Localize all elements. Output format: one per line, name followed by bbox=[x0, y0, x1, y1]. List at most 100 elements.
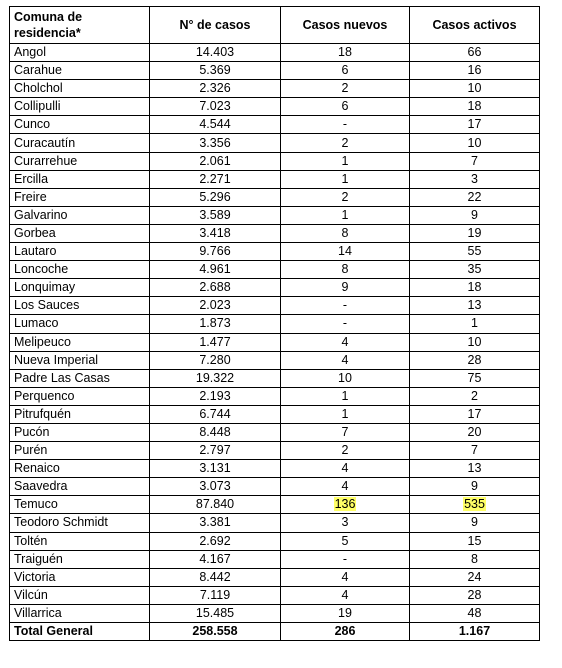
nuevos-cell: 14 bbox=[280, 242, 410, 262]
nuevos-cell: 4 bbox=[280, 567, 410, 587]
casos-cell: 2.688 bbox=[149, 278, 281, 298]
table-row: Nueva Imperial 7.280 4 28 bbox=[9, 350, 540, 370]
nuevos-cell: 1 bbox=[280, 205, 410, 225]
activos-cell: 17 bbox=[409, 404, 540, 424]
table-row: Villarrica 15.485 19 48 bbox=[9, 603, 540, 624]
table-row: Victoria 8.442 4 24 bbox=[9, 567, 540, 587]
nuevos-cell: 18 bbox=[280, 42, 410, 63]
activos-cell: 35 bbox=[409, 260, 540, 280]
activos-cell: 24 bbox=[409, 567, 540, 587]
highlighted-value: 136 bbox=[333, 497, 357, 512]
activos-cell: 15 bbox=[409, 531, 540, 551]
activos-cell: 18 bbox=[409, 97, 540, 117]
activos-cell: 9 bbox=[409, 513, 540, 533]
comuna-cell: Lautaro bbox=[9, 242, 150, 262]
comuna-cell: Vilcún bbox=[9, 585, 150, 605]
nuevos-cell: 9 bbox=[280, 278, 410, 298]
total-nuevos: 286 bbox=[280, 622, 410, 641]
activos-cell: 75 bbox=[409, 368, 540, 388]
activos-cell: 10 bbox=[409, 332, 540, 352]
table-footer: Total General 258.558 286 1.167 bbox=[9, 622, 540, 641]
activos-cell: 55 bbox=[409, 242, 540, 262]
activos-cell: 7 bbox=[409, 151, 540, 171]
activos-cell: 13 bbox=[409, 296, 540, 316]
table-row: Saavedra 3.073 4 9 bbox=[9, 477, 540, 497]
table-row: Lautaro 9.766 14 55 bbox=[9, 242, 540, 262]
activos-cell: 9 bbox=[409, 477, 540, 497]
comuna-cell: Ercilla bbox=[9, 169, 150, 189]
nuevos-cell: - bbox=[280, 314, 410, 334]
nuevos-cell: 6 bbox=[280, 61, 410, 81]
nuevos-cell: 4 bbox=[280, 477, 410, 497]
nuevos-cell: 136 bbox=[280, 495, 410, 515]
table-row: Angol 14.403 18 66 bbox=[9, 42, 540, 63]
nuevos-cell: - bbox=[280, 296, 410, 316]
activos-cell: 20 bbox=[409, 422, 540, 443]
casos-cell: 19.322 bbox=[149, 368, 281, 388]
comuna-cell: Perquenco bbox=[9, 386, 150, 406]
comuna-cell: Villarrica bbox=[9, 603, 150, 624]
casos-cell: 4.167 bbox=[149, 549, 281, 569]
activos-cell: 66 bbox=[409, 42, 540, 63]
header-comuna: Comuna de residencia* bbox=[9, 6, 150, 44]
total-label: Total General bbox=[9, 622, 150, 641]
comuna-cell: Lonquimay bbox=[9, 278, 150, 298]
nuevos-cell: 10 bbox=[280, 368, 410, 388]
casos-cell: 7.280 bbox=[149, 350, 281, 370]
nuevos-cell: 2 bbox=[280, 79, 410, 99]
comuna-cell: Saavedra bbox=[9, 477, 150, 497]
casos-cell: 2.692 bbox=[149, 531, 281, 551]
table-row: Pucón 8.448 7 20 bbox=[9, 422, 540, 443]
casos-cell: 8.448 bbox=[149, 422, 281, 443]
nuevos-cell: 1 bbox=[280, 169, 410, 189]
comuna-cell: Curacautín bbox=[9, 133, 150, 153]
nuevos-cell: 7 bbox=[280, 422, 410, 443]
casos-cell: 3.589 bbox=[149, 205, 281, 225]
comuna-cell: Gorbea bbox=[9, 223, 150, 244]
activos-cell: 10 bbox=[409, 133, 540, 153]
activos-cell: 3 bbox=[409, 169, 540, 189]
activos-cell: 19 bbox=[409, 223, 540, 244]
header-row: Comuna de residencia* N° de casos Casos … bbox=[9, 6, 540, 44]
casos-cell: 7.023 bbox=[149, 97, 281, 117]
casos-cell: 2.193 bbox=[149, 386, 281, 406]
table-row: Perquenco 2.193 1 2 bbox=[9, 386, 540, 406]
comuna-cell: Collipulli bbox=[9, 97, 150, 117]
comuna-cell: Carahue bbox=[9, 61, 150, 81]
comuna-cell: Los Sauces bbox=[9, 296, 150, 316]
comuna-cell: Purén bbox=[9, 441, 150, 461]
nuevos-cell: 4 bbox=[280, 459, 410, 479]
table-body: Angol 14.403 18 66 Carahue 5.369 6 16 Cholchol 2.… bbox=[9, 42, 540, 624]
casos-cell: 3.418 bbox=[149, 223, 281, 244]
casos-cell: 5.369 bbox=[149, 61, 281, 81]
table-row: Lumaco 1.873-1 bbox=[9, 314, 540, 334]
comuna-cell: Melipeuco bbox=[9, 332, 150, 352]
casos-cell: 1.477 bbox=[149, 332, 281, 352]
header-activos: Casos activos bbox=[409, 6, 540, 44]
table-row: Loncoche 4.961 8 35 bbox=[9, 260, 540, 280]
comuna-cell: Freire bbox=[9, 187, 150, 207]
nuevos-cell: 8 bbox=[280, 223, 410, 244]
casos-cell: 6.744 bbox=[149, 404, 281, 424]
table-row: Curacautín 3.356 2 10 bbox=[9, 133, 540, 153]
table-row: Traiguén 4.167-8 bbox=[9, 549, 540, 569]
comuna-cell: Pucón bbox=[9, 422, 150, 443]
casos-cell: 2.061 bbox=[149, 151, 281, 171]
nuevos-cell: 3 bbox=[280, 513, 410, 533]
nuevos-cell: 19 bbox=[280, 603, 410, 624]
casos-cell: 8.442 bbox=[149, 567, 281, 587]
table-row: Melipeuco 1.477 4 10 bbox=[9, 332, 540, 352]
table-row: Vilcún 7.119 4 28 bbox=[9, 585, 540, 605]
table-header: Comuna de residencia* N° de casos Casos … bbox=[9, 6, 540, 44]
nuevos-cell: 4 bbox=[280, 332, 410, 352]
casos-cell: 3.131 bbox=[149, 459, 281, 479]
activos-cell: 18 bbox=[409, 278, 540, 298]
casos-cell: 2.326 bbox=[149, 79, 281, 99]
activos-cell: 28 bbox=[409, 350, 540, 370]
table-row: Galvarino 3.589 1 9 bbox=[9, 205, 540, 225]
nuevos-cell: 8 bbox=[280, 260, 410, 280]
activos-cell: 8 bbox=[409, 549, 540, 569]
activos-cell: 28 bbox=[409, 585, 540, 605]
nuevos-cell: 2 bbox=[280, 441, 410, 461]
